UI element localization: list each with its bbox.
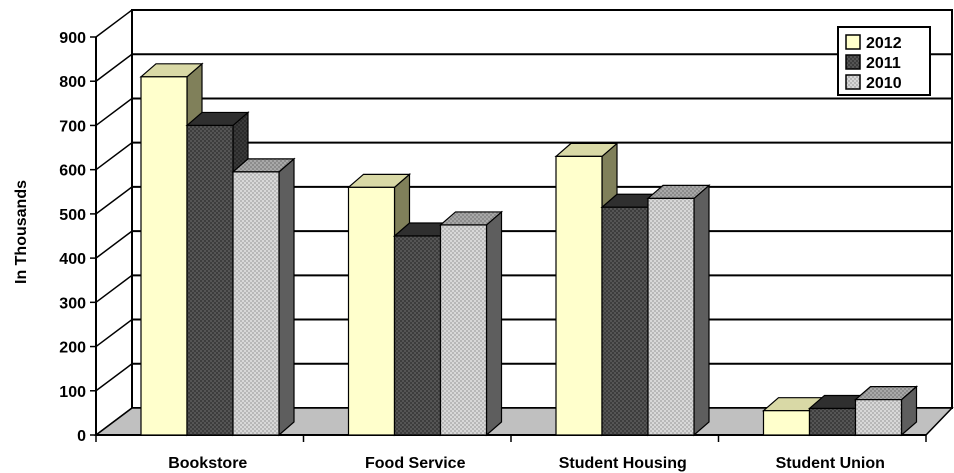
legend-label: 2011 bbox=[866, 55, 901, 72]
bars bbox=[139, 62, 919, 437]
category-label: Food Service bbox=[365, 455, 466, 472]
legend-label: 2012 bbox=[866, 35, 902, 52]
bar bbox=[853, 385, 919, 437]
legend-swatch bbox=[845, 34, 861, 50]
category-label: Student Union bbox=[776, 455, 885, 472]
side-wall-line bbox=[95, 186, 133, 215]
category-label: Bookstore bbox=[168, 455, 247, 472]
y-tick-label: 200 bbox=[59, 340, 86, 357]
side-wall-line bbox=[95, 97, 133, 127]
bar bbox=[646, 184, 711, 437]
y-tick-labels: 0 100 200 300 400 500 600 700 800 900 bbox=[59, 30, 86, 445]
category-label: Student Housing bbox=[559, 455, 687, 472]
bar-front bbox=[347, 186, 396, 436]
bar-front bbox=[232, 171, 280, 436]
legend-swatch bbox=[845, 54, 861, 70]
y-tick-label: 400 bbox=[59, 251, 86, 268]
bar-side bbox=[693, 184, 710, 437]
side-wall-line bbox=[95, 230, 133, 259]
bar-front bbox=[439, 224, 488, 436]
bar-front bbox=[601, 206, 649, 436]
side-wall-line bbox=[95, 9, 133, 38]
y-tick-label: 100 bbox=[59, 384, 86, 401]
legend-swatch bbox=[845, 74, 861, 90]
side-wall-line bbox=[95, 363, 133, 392]
side-wall-line bbox=[95, 53, 133, 82]
y-tick-label: 600 bbox=[59, 163, 86, 180]
y-tick-label: 0 bbox=[77, 428, 86, 445]
y-tick-label: 900 bbox=[59, 30, 86, 47]
bar bbox=[438, 210, 504, 437]
bar-front bbox=[393, 235, 442, 436]
y-tick-label: 300 bbox=[59, 295, 86, 312]
side-wall-line bbox=[95, 142, 133, 171]
bar bbox=[231, 157, 296, 437]
bar-side bbox=[278, 157, 295, 437]
legend-label: 2010 bbox=[866, 75, 902, 92]
legend: 2012 2011 2010 bbox=[837, 26, 931, 96]
bar-front bbox=[762, 410, 811, 436]
bar-front bbox=[140, 76, 188, 436]
y-tick-label: 800 bbox=[59, 74, 86, 91]
bar-front bbox=[808, 407, 857, 436]
bar-front bbox=[647, 197, 695, 436]
y-tick-label: 500 bbox=[59, 207, 86, 224]
bar-front bbox=[555, 155, 603, 436]
bar-side bbox=[485, 210, 503, 437]
side-wall-line bbox=[95, 318, 133, 348]
bar-front bbox=[186, 124, 234, 436]
x-category-labels: Bookstore Food Service Student Housing Stud… bbox=[168, 455, 885, 472]
side-wall-line bbox=[95, 274, 133, 303]
bar-front bbox=[854, 399, 903, 436]
y-tick-label: 700 bbox=[59, 118, 86, 135]
y-axis-label: In Thousands bbox=[13, 180, 30, 284]
